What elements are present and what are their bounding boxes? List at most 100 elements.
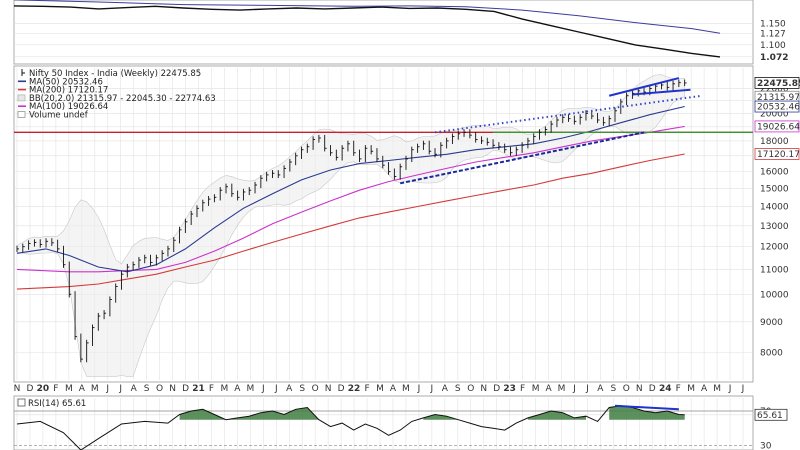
price-bar [666,81,670,91]
price-bar [353,140,356,156]
x-tick-label: A [234,384,241,394]
price-bar [225,183,229,194]
price-bar [45,238,49,248]
x-tick-label: 21 [192,384,205,394]
price-bar [579,114,583,125]
x-tick-label: M [402,384,410,394]
rsi-divergence-line [614,404,679,411]
x-tick-label: 23 [503,384,516,394]
x-tick-label: M [65,384,73,394]
price-bar [527,137,530,149]
legend-label: BB(20,2.0) 21315.97 - 22045.30 - 22774.6… [29,94,216,104]
x-tick-label: S [455,384,461,394]
legend-entry: MA(50) 20532.46 [18,77,103,87]
price-bar [573,115,577,125]
x-tick-label: O [623,384,630,394]
rsi-tick-label: 65.61 [757,411,783,421]
x-tick-label: N [14,384,21,394]
price-bar [283,165,287,179]
ratio-grid [14,23,753,58]
trendlines [399,77,703,185]
x-tick-label: J [741,384,745,394]
x-tick-label: A [286,384,293,394]
price-bar [126,263,130,278]
rsi-shade [179,405,685,420]
rsi-title: RSI(14) 65.61 [28,399,86,409]
price-bar [399,163,403,180]
price-bar [301,146,304,159]
x-tick-label: D [182,384,189,394]
legend-entry: MA(100) 19026.64 [18,102,108,112]
price-bar [51,238,54,246]
price-bar [318,134,321,143]
x-tick-label: A [701,384,708,394]
price-bar [57,239,60,253]
price-bar [260,175,263,189]
price-bar [68,261,72,298]
x-tick-label: A [597,384,604,394]
rsi-overbought-shade [609,405,685,420]
price-bar [376,148,379,163]
ratio-tick-label: 1.127 [760,29,786,39]
x-tick-label: 24 [659,384,672,394]
x-tick-label: F [364,384,369,394]
price-tick-label: 13000 [760,222,789,232]
price-bar [22,243,25,253]
price-panel: 8000 9000 10000 11000 12000 13000 14000 15000 16… [13,65,800,383]
price-bar [608,115,612,126]
price-bar [370,145,374,155]
x-tick-label: N [636,384,643,394]
price-bar [62,245,66,268]
price-bar [481,136,484,145]
price-bar [585,110,588,121]
price-bar [266,171,269,182]
x-axis: N D 20 F M A M J J A S O N D 21 F M A M J J A S O N D 22 F M A M J J A S O N… [14,384,745,394]
price-bar [672,80,676,91]
rsi-series-line [16,405,685,450]
legend-entry: MA(200) 17120.17 [18,86,108,96]
price-bar [411,146,414,163]
price-bar [556,116,559,128]
x-tick-label: J [105,384,109,394]
ratio-lines [13,0,721,58]
price-bar [330,145,333,156]
price-bar [208,196,211,206]
legend-entry: Nifty 50 Index - India (Weekly) 22475.85 [21,69,201,79]
price-bar [167,245,170,257]
price-tick-label: 16000 [760,168,789,178]
x-tick-label: J [572,384,576,394]
price-bar [463,129,467,137]
price-bar [539,129,542,140]
x-tick-label: J [274,384,278,394]
x-tick-label: J [728,384,732,394]
price-bar [161,250,165,261]
price-bar [103,310,107,320]
price-bar [144,254,147,264]
price-bar [121,271,124,290]
price-bar [155,254,159,266]
price-bar [498,142,501,150]
x-tick-label: F [520,384,525,394]
x-tick-label: 22 [348,384,361,394]
price-tick-label: 8000 [760,349,783,359]
legend-entry: BB(20,2.0) 21315.97 - 22045.30 - 22774.6… [17,94,216,104]
price-bar [602,116,606,126]
trendline-dashed [399,131,645,185]
rsi-value-tag [754,408,788,421]
trendline-solid [632,88,691,96]
price-bar [335,149,339,161]
ratio-series-line [13,5,721,58]
price-bar [457,130,461,140]
x-tick-label: M [558,384,566,394]
price-bar [306,143,310,153]
price-bar [626,92,629,106]
price-bar [248,187,252,196]
price-tick-label: 18000 [760,137,789,147]
price-bar [364,145,368,163]
price-bar [469,129,472,139]
price-bar [289,158,292,172]
price-bar [97,312,101,331]
price-bar [86,339,89,363]
price-bar [219,187,223,201]
x-tick-label: M [246,384,254,394]
